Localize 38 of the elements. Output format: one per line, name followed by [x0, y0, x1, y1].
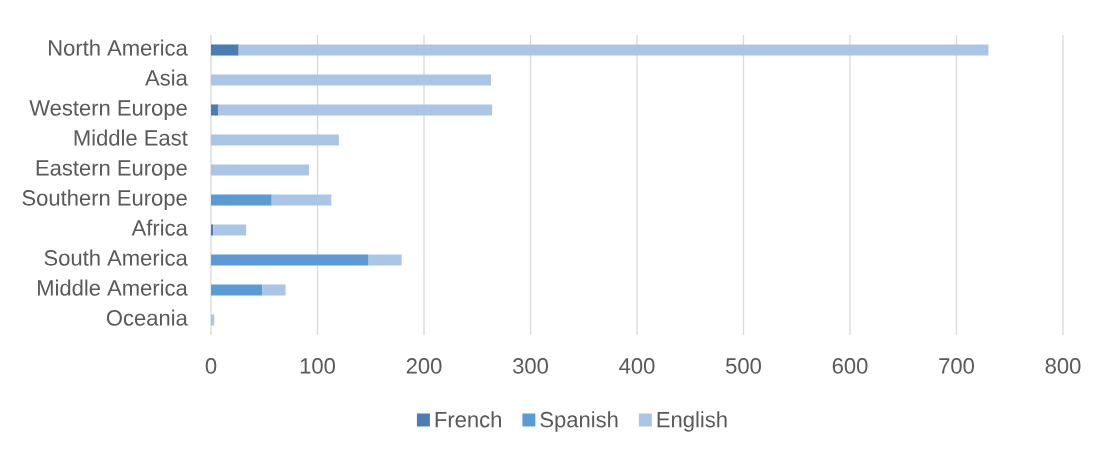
y-tick-label: Oceania — [106, 309, 188, 326]
x-tick-label: 200 — [406, 358, 442, 374]
y-tick-label: Asia — [145, 69, 188, 86]
x-tick-label: 100 — [300, 358, 335, 374]
bar — [211, 74, 492, 86]
x-tick-label: 400 — [619, 358, 655, 374]
x-tick-label: 500 — [726, 358, 761, 374]
x-tick-label: 0 — [205, 358, 217, 374]
y-tick-label: Africa — [131, 219, 188, 236]
y-tick-label: North America — [49, 39, 188, 56]
bar — [368, 254, 402, 266]
legend-label: English — [657, 411, 727, 432]
y-tick-label: Southern Europe — [22, 189, 187, 211]
bar — [211, 104, 219, 116]
bar — [211, 254, 369, 266]
x-tick-label: 600 — [832, 358, 868, 374]
legend-label: Spanish — [540, 411, 618, 432]
bar — [238, 44, 989, 56]
bar — [213, 224, 247, 236]
y-tick-label: Eastern Europe — [36, 160, 187, 181]
x-tick-label: 800 — [1045, 358, 1081, 374]
bar — [211, 194, 272, 206]
x-tick-label: 300 — [512, 358, 548, 374]
bar — [211, 44, 239, 56]
bar — [211, 284, 263, 296]
y-tick-label: Middle East — [74, 129, 188, 146]
bar — [211, 224, 214, 236]
legend-label: French — [435, 411, 501, 428]
bar — [211, 134, 339, 146]
bar — [211, 314, 215, 326]
bar — [271, 194, 332, 206]
bar — [218, 104, 493, 116]
bar — [211, 164, 309, 176]
y-tick-label: Middle America — [38, 279, 188, 296]
x-tick-label: 700 — [939, 358, 974, 374]
y-tick-label: Western Europe — [29, 100, 187, 121]
y-tick-label: South America — [44, 249, 188, 266]
bar — [262, 284, 286, 296]
